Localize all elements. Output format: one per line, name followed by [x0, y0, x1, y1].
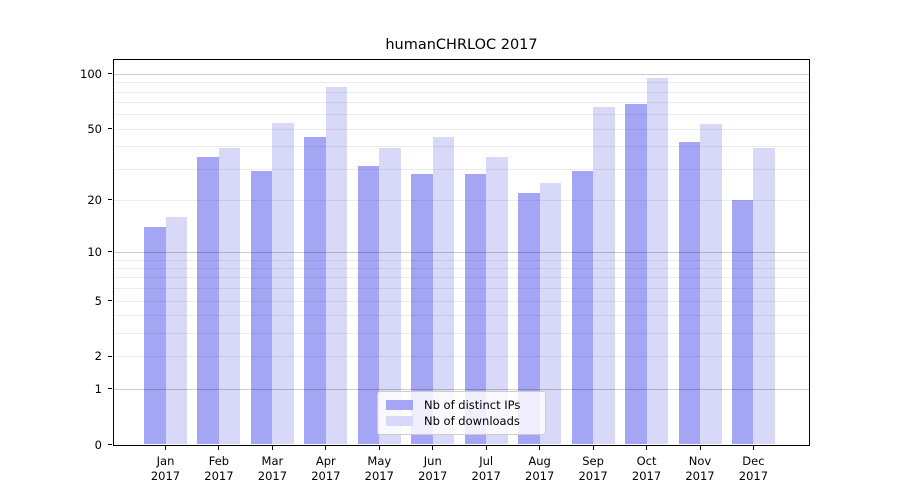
bar-distinct-ips-mar [250, 171, 273, 445]
bar-distinct-ips-jun [411, 174, 433, 445]
bar-downloads-apr [325, 86, 348, 445]
gridline-minor-70 [114, 102, 809, 104]
y-tick-20 [108, 199, 112, 201]
gridline-minor-4 [114, 315, 809, 317]
x-tick-label-may: May 2017 [364, 453, 394, 484]
x-tick-label-sep: Sep 2017 [578, 453, 608, 484]
x-tick-label-dec: Dec 2017 [738, 453, 769, 484]
x-tick-label-oct: Oct 2017 [631, 453, 662, 484]
bar-distinct-ips-jan [144, 227, 166, 445]
gridline-minor-50 [114, 128, 809, 130]
gridline-major-10 [114, 251, 809, 253]
y-tick-label-50: 50 [87, 121, 102, 136]
x-tick-jan [165, 445, 166, 450]
x-tick-sep [592, 445, 594, 450]
bar-downloads-jul [486, 156, 508, 445]
bar-distinct-ips-apr [304, 137, 326, 445]
y-tick-1 [108, 388, 112, 390]
bar-downloads-jun [432, 137, 455, 445]
y-tick-label-2: 2 [94, 349, 102, 364]
bar-distinct-ips-aug [518, 192, 540, 445]
x-tick-oct [646, 445, 648, 450]
gridline-major-100 [114, 73, 809, 75]
x-tick-apr [325, 445, 327, 450]
bar-downloads-jan [165, 216, 187, 445]
x-tick-may [378, 445, 380, 450]
gridline-minor-5 [114, 300, 809, 302]
gridline-minor-60 [114, 114, 809, 116]
bar-downloads-dec [753, 148, 775, 445]
bar-distinct-ips-jul [464, 174, 487, 445]
x-tick-mar [271, 445, 273, 450]
gridline-minor-9 [114, 259, 809, 261]
gridline-minor-80 [114, 91, 809, 93]
y-tick-5 [108, 300, 112, 302]
chart-title: humanCHRLOC 2017 [385, 37, 538, 53]
gridline-major-1 [114, 388, 809, 390]
gridline-minor-20 [114, 199, 809, 201]
x-tick-label-jun: Jun 2017 [418, 453, 448, 484]
bar-downloads-mar [272, 122, 294, 445]
y-tick-0 [108, 444, 112, 445]
bar-distinct-ips-may [357, 166, 380, 445]
bar-downloads-sep [593, 106, 615, 445]
bar-distinct-ips-oct [625, 104, 647, 445]
x-tick-jun [432, 445, 434, 450]
gridline-minor-2 [114, 356, 809, 358]
legend-label-distinct-ips: Nb of distinct IPs [424, 397, 521, 412]
legend-item-downloads: Nb of downloads [386, 414, 537, 428]
bar-downloads-feb [218, 148, 241, 445]
gridline-minor-3 [114, 333, 809, 335]
y-tick-50 [108, 128, 112, 130]
x-tick-dec [752, 445, 754, 450]
bar-distinct-ips-dec [731, 199, 754, 445]
bar-distinct-ips-nov [678, 142, 700, 445]
x-tick-feb [218, 445, 220, 450]
x-tick-label-mar: Mar 2017 [257, 453, 288, 484]
y-tick-2 [108, 355, 112, 357]
y-tick-label-10: 10 [87, 244, 102, 259]
y-tick-label-0: 0 [94, 437, 102, 452]
gridline-minor-90 [114, 82, 809, 84]
x-tick-jul [485, 445, 487, 450]
legend-item-distinct-ips: Nb of distinct IPs [386, 398, 537, 412]
y-tick-10 [108, 251, 112, 253]
gridline-minor-7 [114, 277, 809, 279]
bar-downloads-oct [646, 77, 669, 445]
x-tick-label-apr: Apr 2017 [311, 453, 341, 484]
legend-label-downloads: Nb of downloads [424, 414, 520, 429]
y-tick-label-5: 5 [94, 293, 102, 308]
bar-downloads-aug [539, 182, 562, 445]
bar-downloads-nov [700, 124, 722, 445]
x-tick-label-aug: Aug 2017 [525, 453, 555, 484]
gridline-minor-6 [114, 288, 809, 290]
y-tick-label-100: 100 [80, 66, 102, 81]
y-tick-label-1: 1 [94, 381, 102, 396]
y-tick-100 [108, 73, 112, 75]
x-tick-aug [539, 445, 541, 450]
x-tick-nov [699, 445, 701, 450]
legend-swatch-distinct-ips [386, 399, 413, 410]
x-tick-label-nov: Nov 2017 [685, 453, 715, 484]
gridline-minor-30 [114, 168, 809, 170]
chart-legend: Nb of distinct IPs Nb of downloads [377, 391, 546, 435]
bar-distinct-ips-sep [571, 171, 594, 445]
x-tick-label-feb: Feb 2017 [204, 453, 234, 484]
bar-downloads-may [379, 148, 401, 445]
legend-swatch-downloads [386, 416, 413, 427]
y-tick-label-20: 20 [87, 192, 102, 207]
gridline-minor-8 [114, 268, 809, 270]
x-tick-label-jul: Jul 2017 [471, 453, 501, 484]
gridline-minor-40 [114, 146, 809, 148]
x-tick-label-jan: Jan 2017 [150, 453, 181, 484]
bar-distinct-ips-feb [197, 156, 219, 445]
